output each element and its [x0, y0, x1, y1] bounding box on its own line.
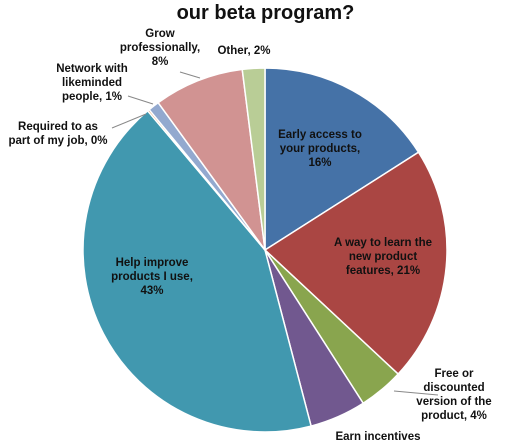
leader-line [111, 113, 147, 129]
slice-label: Free or discounted version of the product, … [416, 368, 491, 422]
chart-title: our beta program? [176, 2, 355, 24]
slice-label: Help improve products I use, 43% [111, 257, 193, 297]
leader-line [393, 390, 439, 396]
slice-label: Early access to your products, 16% [278, 129, 362, 169]
slice-label: Network with likeminded people, 1% [56, 63, 128, 103]
slice-label: Other, 2% [217, 45, 270, 57]
slice-label: Required to as part of my job, 0% [8, 121, 107, 147]
leader-line [127, 95, 154, 105]
pie-slice-a-way-to-learn-the-new-product-features [263, 151, 448, 376]
slice-label: Earn incentives [335, 431, 420, 442]
pie-slice-help-improve-products-i-use [82, 109, 313, 433]
leader-line [179, 71, 201, 79]
slice-label: Grow professionally, 8% [120, 28, 200, 68]
pie-slice-early-access-to-your-products [264, 67, 420, 252]
slice-label: A way to learn the new product features, 2… [334, 237, 432, 277]
pie-slice-grow-professionally [157, 68, 266, 251]
pie-slice-other [241, 67, 266, 251]
